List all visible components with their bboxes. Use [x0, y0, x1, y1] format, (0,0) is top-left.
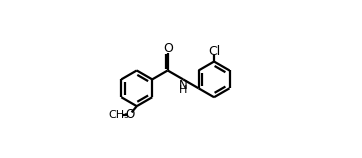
Text: N: N [179, 79, 188, 92]
Text: O: O [125, 108, 134, 121]
Text: O: O [163, 42, 173, 55]
Text: Cl: Cl [208, 45, 220, 58]
Text: CH₃: CH₃ [109, 110, 129, 120]
Text: H: H [179, 85, 187, 95]
